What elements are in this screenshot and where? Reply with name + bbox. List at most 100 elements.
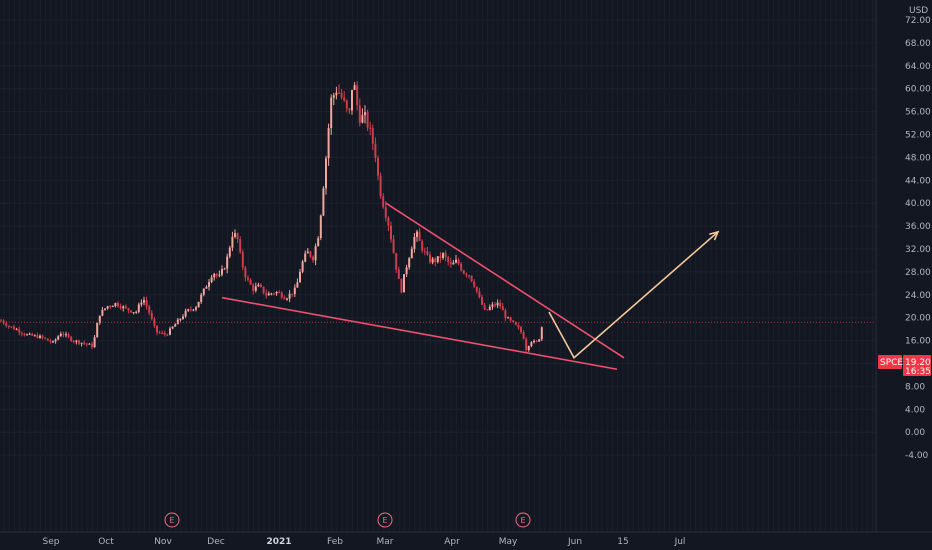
candle-body xyxy=(416,231,418,237)
candle-body xyxy=(46,338,49,341)
y-tick-label: 28.00 xyxy=(905,268,931,278)
trendline[interactable] xyxy=(385,202,625,359)
candle-body xyxy=(28,333,31,335)
y-tick-label: 16.00 xyxy=(905,337,931,347)
y-tick-label: 0.00 xyxy=(905,428,925,438)
candle-body xyxy=(384,207,387,218)
candle-body xyxy=(429,254,431,263)
candle-body xyxy=(18,329,21,333)
candle-body xyxy=(460,263,463,271)
earnings-event-marker[interactable]: E xyxy=(164,512,180,528)
candle-body xyxy=(26,334,28,336)
y-tick-label: 40.00 xyxy=(905,199,931,209)
candle-body xyxy=(361,115,364,123)
candle-body xyxy=(65,334,67,336)
x-tick-label: Sep xyxy=(43,537,60,547)
candle-body xyxy=(252,284,255,291)
candle-body xyxy=(275,291,278,294)
candle-body xyxy=(327,128,330,159)
x-tick-label: Oct xyxy=(98,537,114,547)
candle-body xyxy=(119,306,122,309)
y-tick-label: 8.00 xyxy=(905,382,925,392)
candle-body xyxy=(462,270,465,274)
candle-body xyxy=(78,340,80,344)
candle-body xyxy=(195,307,197,310)
candle-body xyxy=(267,293,270,296)
candle-body xyxy=(0,320,2,322)
candle-body xyxy=(338,92,340,94)
candle-body xyxy=(507,317,509,319)
candle-body xyxy=(98,315,101,324)
candle-body xyxy=(33,335,36,337)
candle-body xyxy=(273,293,275,295)
candle-body xyxy=(322,188,325,216)
candle-body xyxy=(174,324,177,327)
candle-body xyxy=(392,239,395,254)
event-circle xyxy=(515,512,531,528)
candle-body xyxy=(356,85,359,106)
candle-body xyxy=(442,253,444,258)
candle-body xyxy=(509,317,512,321)
candle-body xyxy=(468,275,470,277)
candle-body xyxy=(306,251,309,254)
candle-body xyxy=(137,304,140,312)
event-circle xyxy=(377,512,393,528)
x-tick-label: Mar xyxy=(377,537,394,547)
candle-body xyxy=(501,306,504,311)
candle-body xyxy=(7,325,10,327)
ticker-badge xyxy=(878,355,902,369)
earnings-event-marker[interactable]: E xyxy=(377,512,393,528)
candle-body xyxy=(200,294,203,302)
candle-body xyxy=(262,286,265,294)
candle-body xyxy=(205,286,208,289)
candle-body xyxy=(122,306,125,309)
price-axis[interactable]: USD 72.00 68.00 64.00 60.00 56.00 52.00 48.00 4… xyxy=(875,0,932,532)
candle-body xyxy=(244,267,247,278)
candle-body xyxy=(358,105,361,123)
candle-body xyxy=(184,310,187,317)
candle-body xyxy=(70,336,73,342)
candle-body xyxy=(483,304,486,310)
y-tick-label: 36.00 xyxy=(905,222,931,232)
x-tick-label: Jul xyxy=(674,537,686,547)
trendline[interactable] xyxy=(221,296,618,371)
candle-body xyxy=(299,271,301,283)
candle-body xyxy=(221,268,223,275)
drawings[interactable] xyxy=(221,202,720,371)
candle-body xyxy=(345,100,348,109)
candle-body xyxy=(496,302,499,306)
candle-body xyxy=(247,277,249,280)
candle-body xyxy=(403,274,405,293)
candle-body xyxy=(353,85,356,90)
candle-body xyxy=(449,261,452,265)
earnings-event-marker[interactable]: E xyxy=(515,512,531,528)
price-badge xyxy=(903,355,931,376)
candle-body xyxy=(351,89,353,111)
x-tick-label: 2021 xyxy=(266,537,291,547)
candle-body xyxy=(475,286,478,292)
candle-body xyxy=(140,302,143,305)
candle-body xyxy=(431,258,434,263)
candle-body xyxy=(286,298,288,300)
candle-body xyxy=(187,309,190,311)
time-axis[interactable]: Sep Oct Nov Dec 2021 Feb Mar Apr May Jun 15 Jul xyxy=(0,531,932,547)
candle-body xyxy=(340,92,343,98)
candle-body xyxy=(530,342,533,347)
projection-path[interactable] xyxy=(548,231,719,360)
candle-body xyxy=(169,328,171,335)
candle-body xyxy=(189,309,192,311)
candle-body xyxy=(158,332,161,334)
candle-body xyxy=(527,346,530,351)
candle-body xyxy=(153,318,156,326)
candle-body xyxy=(408,258,411,268)
candle-body xyxy=(525,339,528,351)
candle-body xyxy=(379,175,382,197)
candle-body xyxy=(72,341,75,343)
candle-body xyxy=(213,273,216,278)
candle-body xyxy=(400,278,403,293)
x-tick-label: Feb xyxy=(327,537,343,547)
price-axis-bg xyxy=(876,0,932,532)
candle-body xyxy=(332,95,335,98)
